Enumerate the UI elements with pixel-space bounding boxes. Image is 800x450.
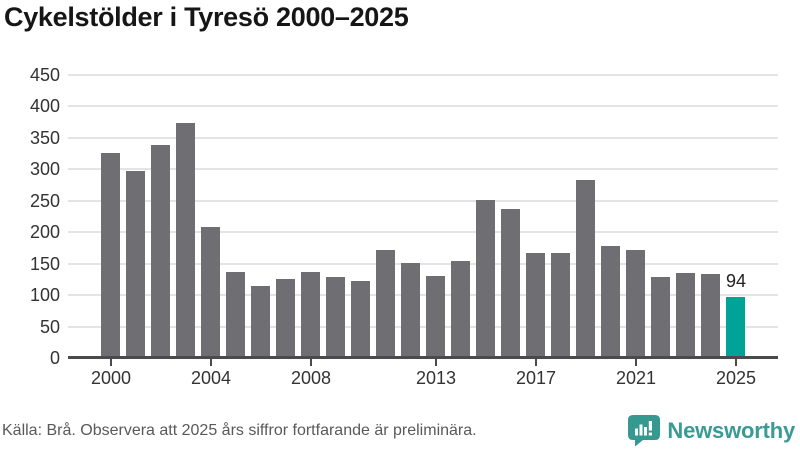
source-note: Källa: Brå. Observera att 2025 års siffr… — [2, 422, 477, 439]
bar-2014 — [451, 261, 470, 356]
bar-2012 — [401, 263, 420, 356]
bar-2017 — [526, 253, 545, 356]
bar-2010 — [351, 281, 370, 356]
y-axis-label: 300 — [29, 159, 60, 180]
gridline — [68, 74, 778, 76]
x-axis-line — [68, 356, 778, 359]
x-axis-label: 2021 — [615, 368, 657, 388]
value-label: 94 — [725, 271, 747, 291]
y-axis-label: 150 — [29, 253, 60, 274]
newsworthy-logo-text: Newsworthy — [667, 417, 795, 443]
x-axis-label: 2004 — [190, 368, 232, 388]
bar-2006 — [251, 286, 270, 356]
bar-2021 — [626, 250, 645, 356]
bar-2022 — [651, 277, 670, 356]
bar-2024 — [701, 274, 720, 356]
gridline — [68, 199, 778, 202]
bar-2013 — [426, 276, 445, 356]
y-axis-label: 200 — [29, 222, 60, 243]
bar-2020 — [601, 246, 620, 356]
bar-2009 — [326, 277, 345, 356]
x-axis-tick — [535, 359, 537, 366]
gridline — [68, 231, 778, 234]
x-axis-label: 2000 — [90, 368, 132, 388]
bar-2003 — [176, 123, 195, 356]
gridline — [68, 136, 778, 139]
newsworthy-logo: Newsworthy — [627, 414, 795, 447]
x-axis-tick — [735, 359, 737, 366]
bar-2002 — [151, 145, 170, 356]
gridline — [68, 105, 778, 108]
newsworthy-logo-icon — [628, 415, 661, 447]
gridline — [68, 325, 778, 328]
footer: Källa: Brå. Observera att 2025 års siffr… — [0, 412, 800, 450]
x-axis-label: 2008 — [290, 368, 332, 388]
y-axis-label: 400 — [29, 96, 60, 117]
bar-2016 — [501, 209, 520, 356]
x-axis-tick — [435, 359, 437, 366]
gridline — [68, 294, 778, 297]
y-axis-label: 50 — [39, 316, 60, 337]
y-axis-label: 350 — [29, 127, 60, 148]
x-axis-label: 2025 — [715, 368, 757, 388]
bar-2000 — [101, 153, 120, 356]
y-axis-label: 450 — [29, 65, 60, 85]
gridline — [68, 168, 778, 171]
y-axis-label: 100 — [29, 285, 60, 306]
chart-title: Cykelstölder i Tyresö 2000–2025 — [4, 2, 409, 32]
bar-2015 — [476, 200, 495, 356]
bar-2005 — [226, 272, 245, 356]
y-axis-label: 0 — [49, 348, 60, 368]
x-axis-label: 2013 — [415, 368, 457, 388]
bar-2018 — [551, 253, 570, 356]
x-axis-tick — [210, 359, 212, 366]
bar-2007 — [276, 279, 295, 356]
x-axis-tick — [310, 359, 312, 366]
gridline — [68, 262, 778, 265]
bar-2004 — [201, 227, 220, 356]
bar-2019 — [576, 180, 595, 356]
x-axis-tick — [635, 359, 637, 366]
y-axis-label: 250 — [29, 190, 60, 211]
bar-2025 — [726, 297, 745, 356]
bar-2011 — [376, 250, 395, 356]
x-axis-label: 2017 — [515, 368, 557, 388]
x-axis-tick — [110, 359, 112, 366]
bar-2001 — [126, 171, 145, 356]
bar-2008 — [301, 272, 320, 356]
bar-2023 — [676, 273, 695, 356]
